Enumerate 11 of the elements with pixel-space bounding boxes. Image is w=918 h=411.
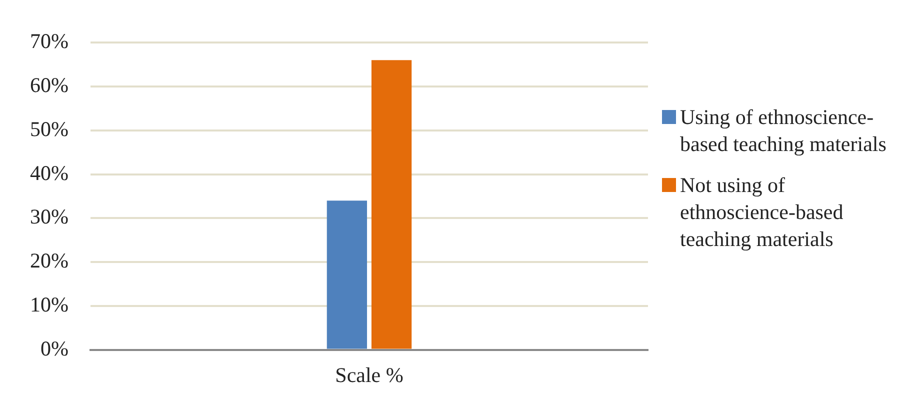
y-tick-label: 40% [30,160,68,185]
legend-label: Using of ethnoscience-based teaching materials [680,104,888,158]
x-tick-label: Scale % [335,362,404,387]
legend-label: Not using of ethnoscience-based teaching materials [680,172,844,253]
y-tick-label: 20% [30,248,68,273]
y-tick-label: 70% [30,29,68,54]
y-tick-label: 50% [30,116,68,141]
y-tick-label: 30% [30,204,68,229]
y-tick-label: 10% [30,292,68,316]
y-tick-label: 0% [40,336,68,360]
y-tick-label: 60% [30,73,68,97]
